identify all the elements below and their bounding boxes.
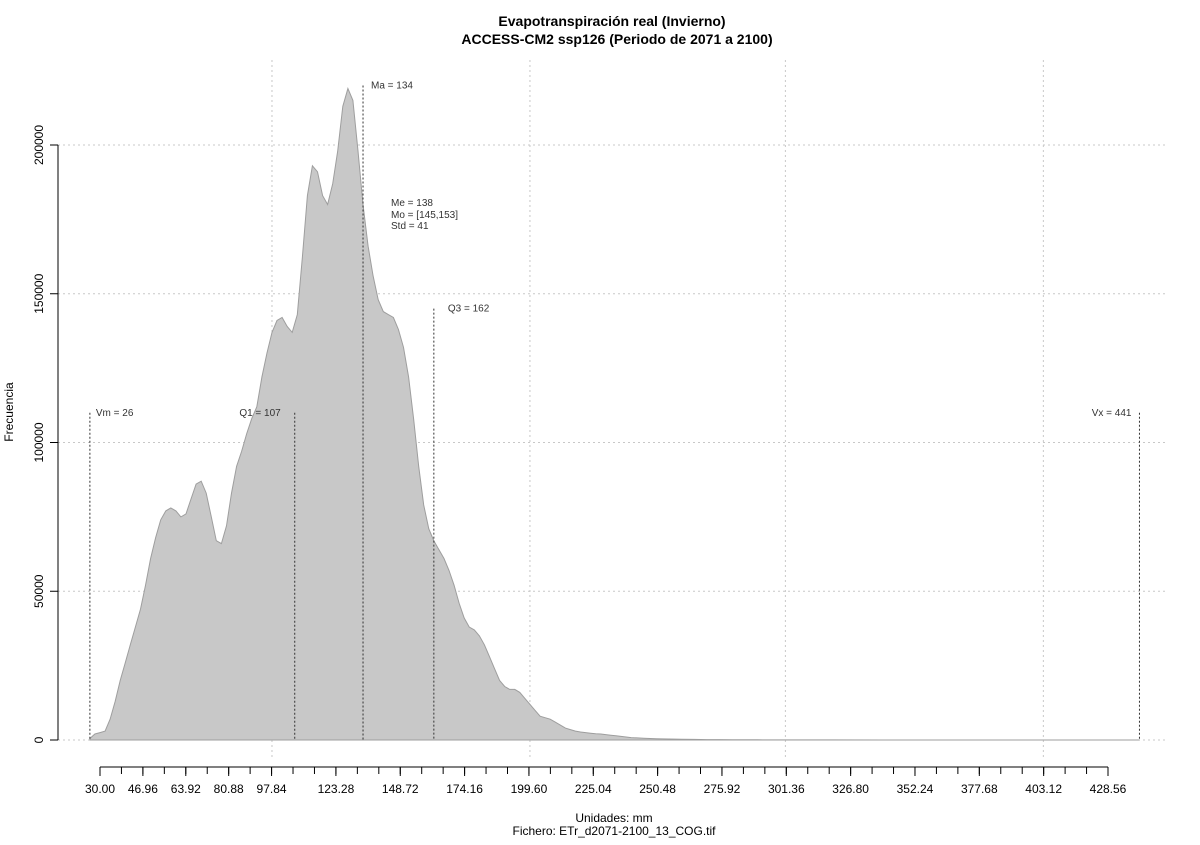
y-tick-label-1: 50000	[32, 574, 46, 608]
x-tick-label-3: 80.88	[214, 782, 244, 796]
y-tick-label-4: 200000	[32, 125, 46, 165]
y-axis: 0 50000 100000 150000 200000	[32, 125, 59, 743]
marker-label-1: Q1 = 107	[239, 408, 281, 419]
y-axis-title: Frecuencia	[2, 382, 16, 442]
x-tick-label-1: 46.96	[128, 782, 158, 796]
x-tick-label-6: 148.72	[382, 782, 419, 796]
x-axis-title: Unidades: mm	[575, 811, 652, 825]
x-tick-label-16: 403.12	[1025, 782, 1062, 796]
chart-subtitle: ACCESS-CM2 ssp126 (Periodo de 2071 a 210…	[461, 31, 772, 47]
stat-mode: Mo = [145,153]	[391, 210, 458, 221]
marker-label-3: Q3 = 162	[448, 304, 490, 315]
marker-label-4: Vx = 441	[1092, 408, 1132, 419]
x-tick-label-11: 275.92	[704, 782, 741, 796]
marker-label-2: Ma = 134	[371, 81, 413, 92]
marker-layer: Vm = 26 Q1 = 107 Ma = 134 Q3 = 162 Vx = 441	[89, 81, 1140, 740]
x-tick-label-17: 428.56	[1090, 782, 1127, 796]
x-tick-label-7: 174.16	[446, 782, 483, 796]
density-area	[89, 86, 1140, 741]
stats-layer: Me = 138 Mo = [145,153] Std = 41	[391, 198, 458, 232]
x-tick-label-12: 301.36	[768, 782, 805, 796]
x-tick-label-13: 326.80	[832, 782, 869, 796]
x-tick-label-10: 250.48	[639, 782, 676, 796]
stat-std: Std = 41	[391, 221, 429, 232]
x-tick-label-14: 352.24	[897, 782, 934, 796]
x-tick-label-4: 97.84	[257, 782, 287, 796]
chart-title: Evapotranspiración real (Invierno)	[498, 13, 725, 29]
marker-label-0: Vm = 26	[96, 408, 134, 419]
x-axis: 30.00 46.96 63.92 80.88 97.84 123.28 148.72 174…	[85, 766, 1127, 796]
y-tick-label-0: 0	[32, 736, 46, 743]
stat-median: Me = 138	[391, 198, 433, 209]
x-tick-label-8: 199.60	[511, 782, 548, 796]
density-area-layer	[89, 86, 1140, 741]
y-tick-label-3: 150000	[32, 273, 46, 313]
x-tick-label-2: 63.92	[171, 782, 201, 796]
x-tick-label-15: 377.68	[961, 782, 998, 796]
file-footer: Fichero: ETr_d2071-2100_13_COG.tif	[513, 824, 717, 838]
x-tick-label-9: 225.04	[575, 782, 612, 796]
y-tick-label-2: 100000	[32, 422, 46, 462]
x-tick-label-0: 30.00	[85, 782, 115, 796]
x-tick-label-5: 123.28	[318, 782, 355, 796]
